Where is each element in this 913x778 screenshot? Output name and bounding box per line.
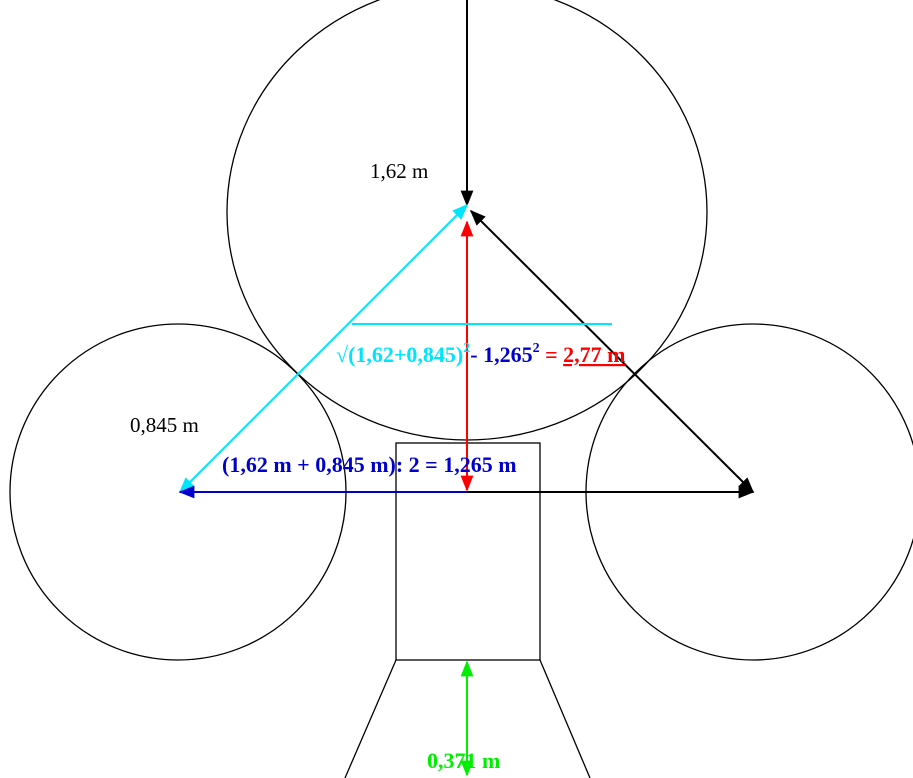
- trapezoid-right: [539, 659, 591, 778]
- label-radius-left: 0,845 m: [130, 413, 199, 437]
- formula-root: √(1,62+0,845): [336, 342, 463, 367]
- label-half-sum: (1,62 m + 0,845 m): 2 = 1,265 m: [222, 452, 517, 477]
- label-gap: 0,371 m: [427, 748, 500, 773]
- formula-exp: 2: [533, 341, 540, 356]
- formula-minus: - 1,265: [470, 342, 532, 367]
- trapezoid-left: [344, 659, 397, 778]
- formula-equals: =: [540, 342, 564, 367]
- formula: √(1,62+0,845)2- 1,2652 = 2,77 m: [336, 341, 625, 367]
- label-radius-top: 1,62 m: [370, 159, 428, 183]
- arrow-cyan: [178, 203, 469, 494]
- formula-exp: 2: [463, 341, 470, 356]
- arrows: [178, 0, 755, 777]
- arrow-black-diag: [469, 209, 755, 494]
- shapes: [9, 0, 913, 778]
- formula-result: 2,77 m: [563, 342, 625, 367]
